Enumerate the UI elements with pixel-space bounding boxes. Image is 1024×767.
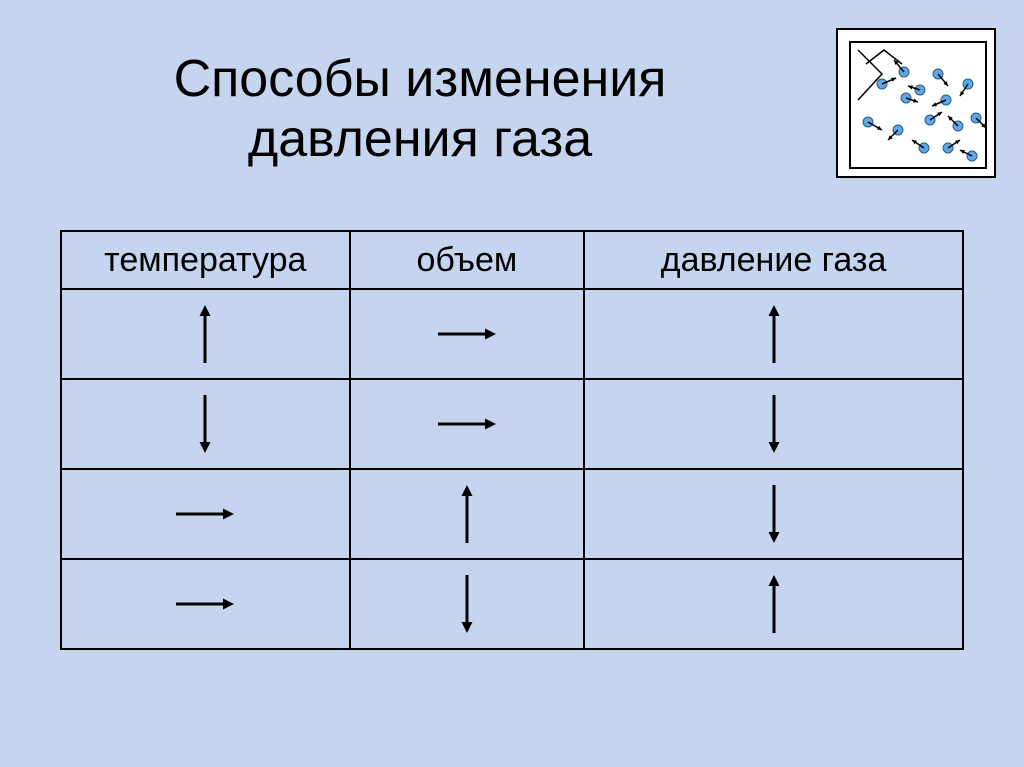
arrow-cell-up	[584, 289, 963, 379]
arrow-cell-down	[584, 379, 963, 469]
arrow-cell-down	[350, 559, 585, 649]
arrow-cell-down	[584, 469, 963, 559]
table-row	[61, 469, 963, 559]
arrow-cell-right	[61, 559, 350, 649]
table-header-1: объем	[350, 231, 585, 289]
arrow-cell-down	[61, 379, 350, 469]
table-header-2: давление газа	[584, 231, 963, 289]
pressure-table-wrap: температураобъемдавление газа	[60, 230, 964, 650]
slide-title: Способы изменения давления газа	[60, 50, 780, 170]
arrow-cell-up	[61, 289, 350, 379]
table-row	[61, 559, 963, 649]
table-header-0: температура	[61, 231, 350, 289]
table-row	[61, 379, 963, 469]
slide-root: Способы изменения давления газа температ…	[0, 0, 1024, 767]
arrow-cell-right	[350, 379, 585, 469]
arrow-cell-up	[350, 469, 585, 559]
table-row	[61, 289, 963, 379]
arrow-cell-right	[350, 289, 585, 379]
arrow-cell-right	[61, 469, 350, 559]
arrow-cell-up	[584, 559, 963, 649]
gas-particles-illustration	[836, 28, 996, 178]
pressure-change-table: температураобъемдавление газа	[60, 230, 964, 650]
